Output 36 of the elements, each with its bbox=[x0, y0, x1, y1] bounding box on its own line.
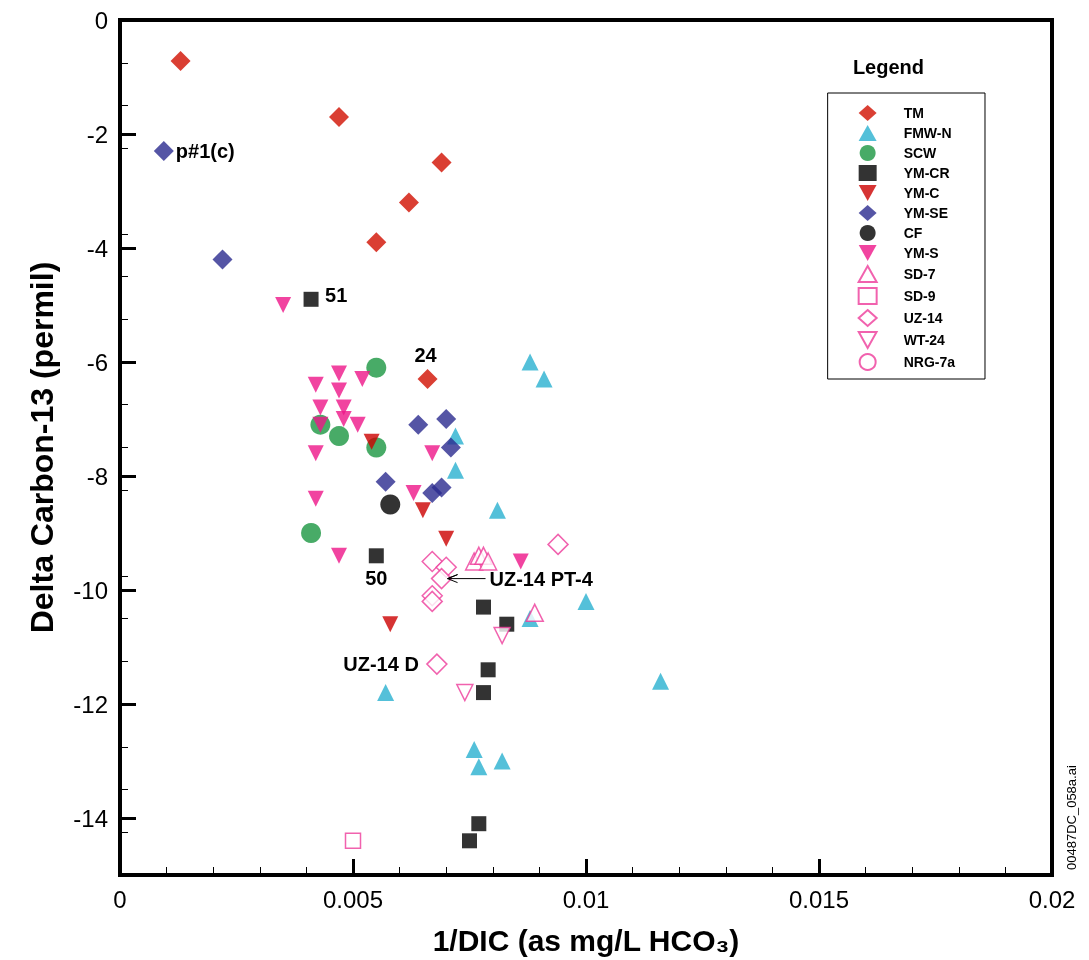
y-axis-title: Delta Carbon-13 (permil) bbox=[24, 261, 60, 634]
x-tick-label: 0.02 bbox=[1028, 885, 1076, 913]
y-tick-label: -6 bbox=[86, 348, 108, 376]
x-tick-label: 0.015 bbox=[788, 885, 850, 913]
legend-label: SD-7 bbox=[903, 266, 936, 282]
x-tick-label: 0 bbox=[113, 885, 127, 913]
x-tick-label: 0.005 bbox=[322, 885, 384, 913]
annotation: 24 bbox=[414, 344, 438, 367]
legend-label: FMW-N bbox=[903, 125, 952, 141]
legend-title: Legend bbox=[852, 56, 925, 78]
text: 00487DC_058a.ai bbox=[1064, 765, 1079, 870]
legend-label: NRG-7a bbox=[903, 354, 956, 370]
y-tick-label: -8 bbox=[86, 462, 108, 490]
legend-label: TM bbox=[903, 105, 924, 121]
y-tick-label: -12 bbox=[73, 690, 108, 718]
y-tick-label: -4 bbox=[86, 234, 108, 262]
legend-label: WT-24 bbox=[903, 332, 946, 348]
y-tick-label: -14 bbox=[73, 804, 108, 832]
annotation: 51 bbox=[325, 284, 348, 307]
legend-label: YM-S bbox=[903, 245, 939, 261]
legend-label: UZ-14 bbox=[903, 310, 943, 326]
y-tick-label: -10 bbox=[73, 576, 108, 604]
annotation: 50 bbox=[365, 566, 388, 589]
legend-label: YM-SE bbox=[903, 205, 948, 221]
y-tick-label: 0 bbox=[94, 6, 108, 34]
annotation: UZ-14 PT-4 bbox=[489, 567, 594, 590]
legend-label: YM-CR bbox=[903, 165, 950, 181]
legend-label: SCW bbox=[903, 145, 938, 161]
y-tick-label: -2 bbox=[86, 120, 108, 148]
annotation: p#1(c) bbox=[175, 140, 235, 163]
annotation: UZ-14 D bbox=[343, 653, 419, 676]
legend-label: CF bbox=[903, 225, 923, 241]
legend-label: YM-C bbox=[903, 185, 940, 201]
x-axis-title: 1/DIC (as mg/L HCO₃) bbox=[432, 923, 740, 957]
x-tick-label: 0.01 bbox=[562, 885, 610, 913]
legend-label: SD-9 bbox=[903, 288, 936, 304]
